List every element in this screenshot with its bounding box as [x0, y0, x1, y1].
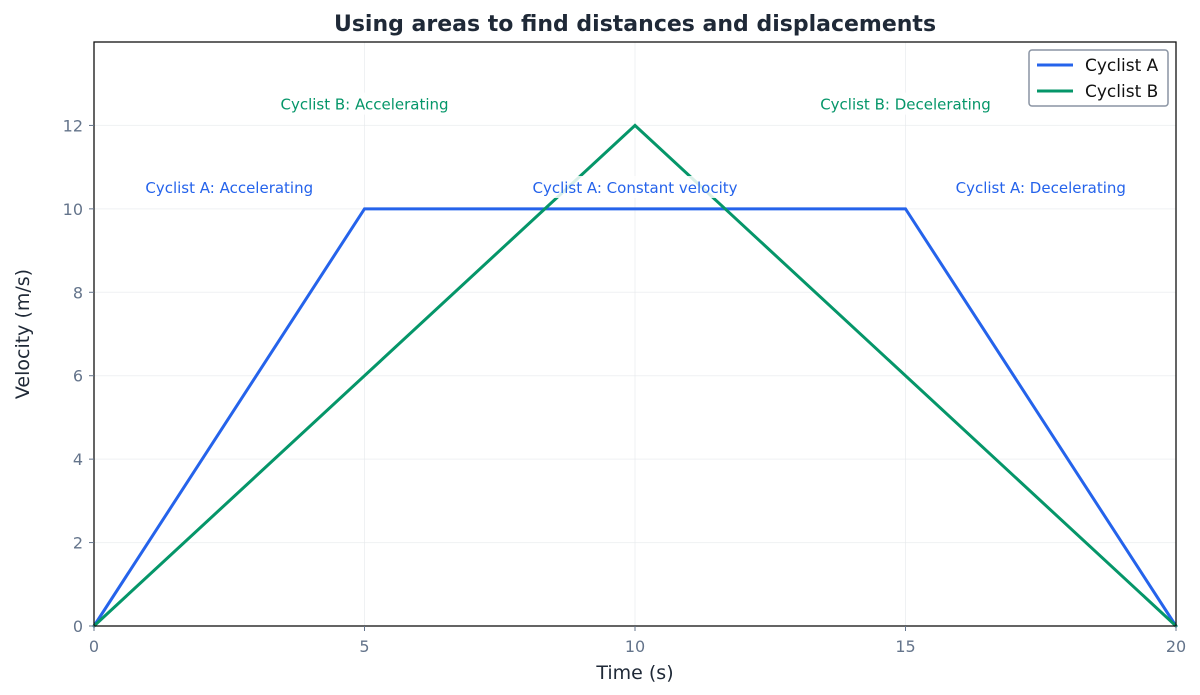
x-tick-label: 20 — [1166, 637, 1186, 656]
legend-entry: Cyclist A — [1085, 56, 1159, 76]
series-line-cyclist-a — [92, 207, 1178, 628]
y-tick-label: 4 — [73, 450, 83, 469]
annotation-label: Cyclist A: Accelerating — [145, 179, 313, 197]
x-tick-label: 0 — [89, 637, 99, 656]
x-tick-label: 5 — [359, 637, 369, 656]
y-tick-label: 10 — [63, 200, 83, 219]
annotation-background — [128, 176, 330, 198]
annotations: Cyclist A: Accelerating Cyclist A: Consta… — [128, 92, 1142, 198]
x-tick-label: 15 — [895, 637, 915, 656]
y-tick-label: 2 — [73, 534, 83, 553]
y-axis-label: Velocity (m/s) — [12, 269, 34, 399]
series-layer — [92, 123, 1178, 628]
series-line-cyclist-b — [92, 123, 1178, 628]
x-axis-label: Time (s) — [595, 662, 673, 684]
annotation-background — [804, 92, 1007, 115]
annotation-label: Cyclist A: Constant velocity — [532, 179, 737, 197]
annotation-label: Cyclist B: Accelerating — [280, 96, 448, 114]
annotation-background — [940, 176, 1142, 198]
y-tick-label: 8 — [73, 283, 83, 302]
legend: Cyclist A Cyclist B — [1028, 49, 1169, 107]
axis-ticks: 0 5 10 15 20 0 2 4 6 8 10 12 — [63, 116, 1187, 656]
legend-entry: Cyclist B — [1085, 82, 1158, 102]
annotation-background — [263, 92, 466, 115]
chart-title: Using areas to find distances and displa… — [334, 12, 936, 37]
y-tick-label: 12 — [63, 116, 83, 135]
annotation-background — [513, 176, 757, 198]
annotation-label: Cyclist A: Decelerating — [956, 179, 1126, 197]
y-tick-label: 0 — [73, 617, 83, 636]
y-tick-label: 6 — [73, 367, 83, 386]
x-tick-label: 10 — [625, 637, 645, 656]
annotation-label: Cyclist B: Decelerating — [820, 96, 991, 114]
